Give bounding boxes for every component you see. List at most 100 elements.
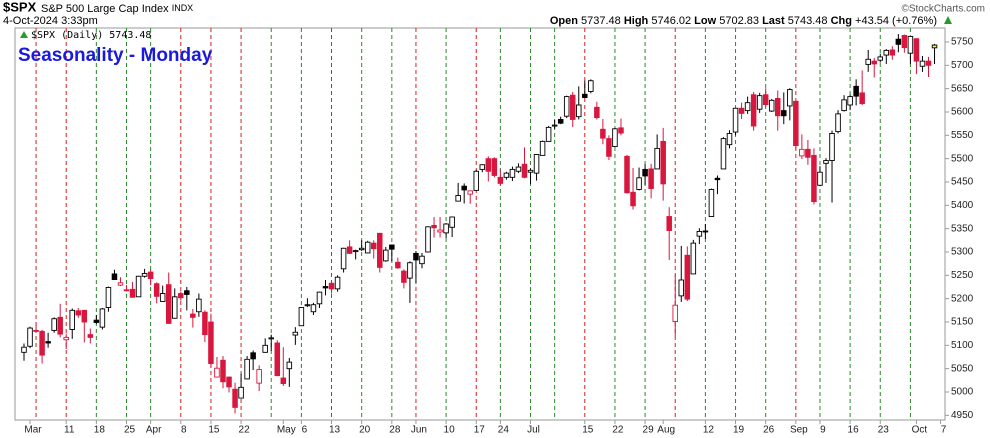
candle-body [509, 168, 516, 178]
candle-body [666, 216, 672, 231]
candle-body [274, 342, 281, 377]
candle-body [883, 49, 890, 56]
candle-body [449, 216, 455, 228]
candle-body [202, 311, 208, 336]
candle-body [491, 158, 498, 176]
candle-body [196, 298, 202, 313]
x-tick-label: Aug [657, 425, 675, 436]
candle-body [503, 172, 510, 178]
x-tick-label: 12 [703, 425, 715, 436]
candle-body [630, 191, 636, 207]
copyright: ©StockCharts.com [901, 4, 985, 15]
candle-body [859, 92, 865, 105]
open-value: 5737.48 [581, 15, 621, 27]
candle-body [588, 80, 594, 92]
candle-body [744, 102, 751, 112]
candle-body [425, 226, 431, 253]
x-tick-label: 7 [941, 425, 947, 436]
candle-body [377, 232, 383, 268]
candle-body [606, 138, 612, 157]
candle-body [159, 293, 166, 302]
candle-body [660, 140, 666, 185]
candle-body [600, 128, 606, 139]
up-arrow [944, 16, 952, 24]
candle-body [756, 95, 763, 110]
x-tick-label: 15 [582, 425, 594, 436]
candle-body [178, 293, 184, 299]
candle-body [190, 313, 196, 318]
candle-body [87, 334, 94, 338]
candle-body [871, 60, 877, 65]
candle-body [171, 296, 178, 319]
datetime: 4-Oct-2024 3:33pm [3, 15, 98, 27]
y-tick-label: 5500 [951, 153, 974, 164]
candle-body [618, 127, 624, 134]
y-tick-label: 5550 [951, 130, 974, 141]
candle-body [576, 104, 582, 118]
candle-body [762, 94, 769, 105]
legend-arrow [20, 31, 28, 38]
candle-body [39, 330, 45, 356]
candle-body [105, 287, 112, 308]
candle-body [684, 254, 691, 300]
y-tick-label: 5200 [951, 293, 974, 304]
chg-pct: (+0.76%) [892, 15, 937, 27]
chart-title: Seasonality - Monday [18, 45, 213, 66]
candle-body [569, 94, 576, 120]
candle-body [262, 344, 268, 353]
candle-body [250, 352, 256, 360]
x-tick-label: Apr [146, 425, 162, 436]
candle-body [292, 331, 299, 336]
x-tick-label: 19 [733, 425, 745, 436]
candle-body [401, 270, 407, 283]
y-tick-label: 5750 [951, 37, 974, 48]
candle-body [485, 158, 492, 172]
x-tick-label: 22 [612, 425, 624, 436]
candle-body [799, 148, 805, 157]
candle-body [636, 177, 642, 190]
candle-body [768, 99, 775, 112]
candle-body [27, 327, 33, 347]
candle-body [594, 106, 600, 119]
candle-body [340, 247, 347, 270]
last-label: Last [762, 15, 785, 27]
candle-body [497, 176, 504, 184]
candle-body [527, 169, 534, 173]
candle-body [322, 286, 329, 289]
candle-body [624, 155, 630, 194]
candle-body [413, 252, 419, 261]
candle-body [919, 60, 926, 67]
candle-body [907, 35, 914, 54]
candle-body [286, 361, 293, 370]
candle-body [817, 171, 823, 186]
candle-body [931, 44, 938, 49]
x-tick-label: 16 [848, 425, 860, 436]
candle-body [310, 304, 317, 313]
candle-body [672, 304, 678, 322]
candle-body [612, 128, 618, 147]
candle-body [702, 230, 709, 233]
candle-body [811, 154, 817, 203]
y-tick-label: 5100 [951, 340, 974, 351]
y-tick-label: 5700 [951, 60, 974, 71]
x-tick-label: 22 [239, 425, 251, 436]
candle-body [865, 58, 871, 65]
candle-body [563, 96, 570, 117]
candle-body [45, 341, 51, 344]
candle-body [316, 291, 323, 305]
candle-body [419, 255, 425, 265]
candle-body [521, 163, 528, 178]
candle-body [141, 273, 148, 277]
candle-body [352, 250, 359, 253]
x-tick-label: Jul [527, 425, 540, 436]
candle-body [69, 309, 75, 330]
y-tick-label: 5450 [951, 177, 974, 188]
candle-body [835, 113, 841, 133]
candle-body [135, 275, 142, 298]
candle-body [383, 249, 389, 262]
candle-body [57, 316, 63, 335]
candle-body [364, 241, 371, 254]
instrument: S&P 500 Large Cap Index INDX [41, 3, 193, 15]
candle-body [732, 107, 739, 133]
